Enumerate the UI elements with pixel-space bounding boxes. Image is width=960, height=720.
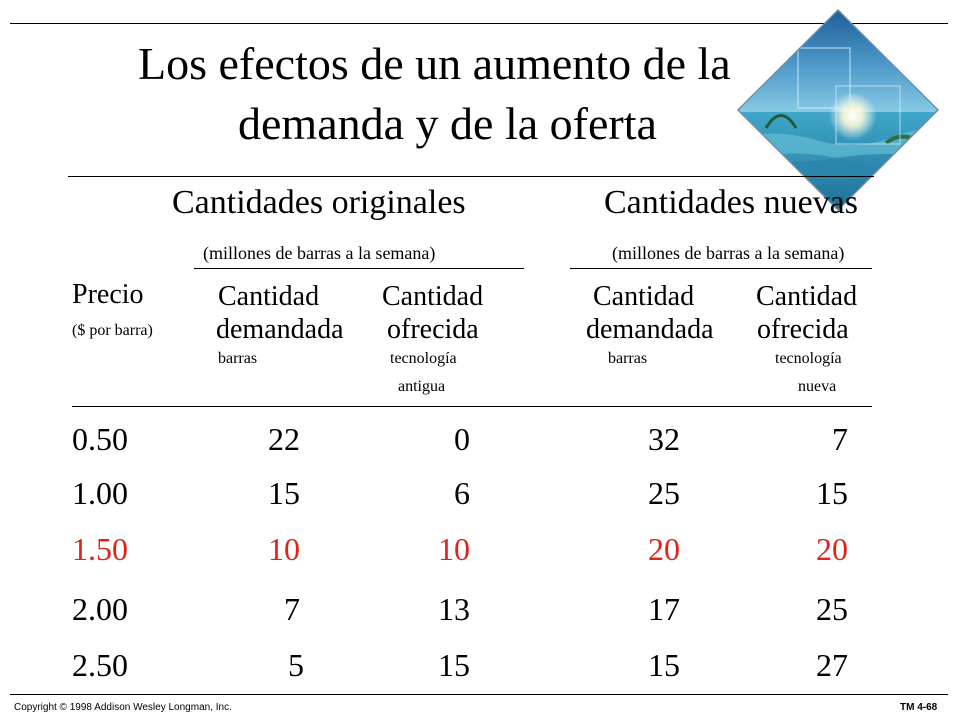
- col4-header-line1: Cantidad: [756, 281, 858, 312]
- value-cell: 22: [268, 421, 300, 457]
- value-cell: 10: [438, 531, 470, 567]
- col2-header-line1: Cantidad: [382, 281, 484, 312]
- col1-header-line2: demandada: [216, 314, 344, 345]
- value-cell: 7: [832, 421, 848, 457]
- value-cell: 17: [648, 591, 680, 627]
- value-cell: 32: [648, 421, 680, 457]
- value-cell: 15: [816, 475, 848, 511]
- new-group-rule: [570, 268, 872, 269]
- original-quantities-header: Cantidades originales: [172, 184, 466, 221]
- col4-header-sub1: tecnología: [775, 350, 842, 367]
- top-rule: [10, 23, 948, 24]
- price-cell: 2.00: [72, 591, 128, 627]
- footer-rule: [10, 694, 948, 695]
- col4-header-line2: ofrecida: [757, 314, 849, 345]
- title-rule: [68, 176, 874, 177]
- col3-header-line1: Cantidad: [593, 281, 695, 312]
- new-quantities-header: Cantidades nuevas: [604, 184, 858, 221]
- copyright-text: Copyright © 1998 Addison Wesley Longman,…: [14, 702, 232, 713]
- value-cell: 25: [648, 475, 680, 511]
- col1-header-sub: barras: [218, 350, 258, 367]
- value-cell: 6: [454, 475, 470, 511]
- price-cell: 1.00: [72, 475, 128, 511]
- slide-title-line-2: demanda y de la oferta: [238, 98, 657, 149]
- tropical-diamond-image: [736, 8, 940, 212]
- price-cell: 0.50: [72, 421, 128, 457]
- col2-header-line2: ofrecida: [387, 314, 479, 345]
- value-cell: 13: [438, 591, 470, 627]
- value-cell: 15: [438, 647, 470, 683]
- value-cell: 20: [648, 531, 680, 567]
- value-cell: 10: [268, 531, 300, 567]
- col3-header-sub: barras: [608, 350, 648, 367]
- value-cell: 27: [816, 647, 848, 683]
- col2-header-sub2: antigua: [398, 378, 446, 395]
- slide-id: TM 4-68: [900, 702, 938, 713]
- original-group-rule: [194, 268, 524, 269]
- original-unit-label: (millones de barras a la semana): [203, 243, 436, 263]
- value-cell: 5: [288, 647, 304, 683]
- new-unit-label: (millones de barras a la semana): [612, 243, 845, 263]
- price-unit-label: ($ por barra): [72, 322, 153, 339]
- header-rule: [72, 406, 872, 407]
- price-cell: 2.50: [72, 647, 128, 683]
- col4-header-sub2: nueva: [798, 378, 837, 395]
- col2-header-sub1: tecnología: [390, 350, 457, 367]
- value-cell: 0: [454, 421, 470, 457]
- col1-header-line1: Cantidad: [218, 281, 320, 312]
- slide-title-line-1: Los efectos de un aumento de la: [138, 38, 731, 89]
- col3-header-line2: demandada: [586, 314, 714, 345]
- price-cell: 1.50: [72, 531, 128, 567]
- value-cell: 15: [268, 475, 300, 511]
- price-header: Precio: [72, 279, 144, 310]
- value-cell: 7: [284, 591, 300, 627]
- value-cell: 25: [816, 591, 848, 627]
- value-cell: 20: [816, 531, 848, 567]
- value-cell: 15: [648, 647, 680, 683]
